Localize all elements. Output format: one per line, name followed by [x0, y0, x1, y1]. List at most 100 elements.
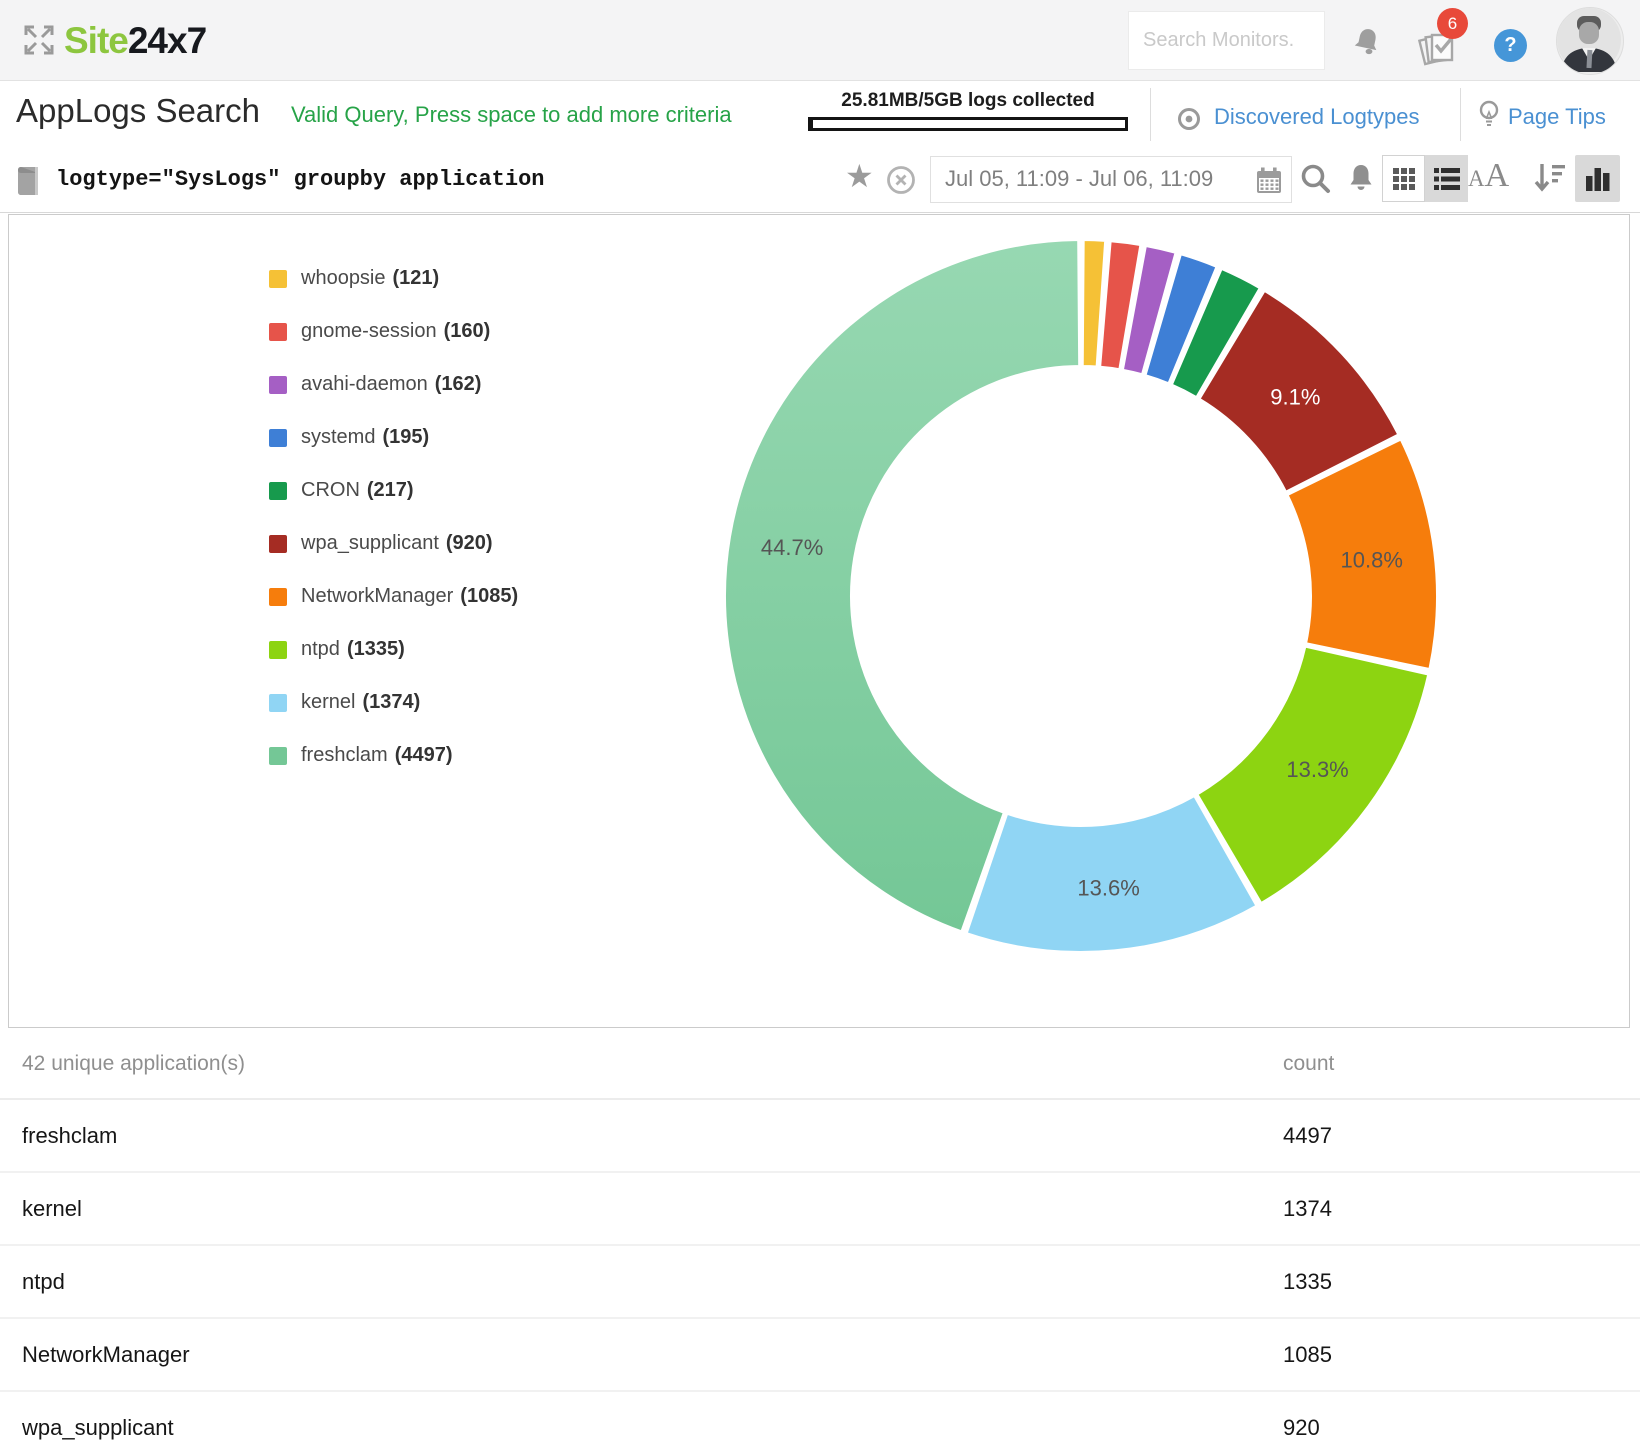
legend-count: (160)	[443, 320, 491, 342]
sort-descending-icon[interactable]	[1533, 162, 1567, 194]
slice-percent-label: 13.6%	[1077, 876, 1139, 901]
view-toggle	[1382, 155, 1468, 202]
slice-percent-label: 13.3%	[1286, 757, 1348, 782]
discovered-logtypes-link[interactable]: Discovered Logtypes	[1214, 104, 1420, 129]
legend-item-ntpd[interactable]: ntpd (1335)	[269, 638, 518, 661]
cell-count: 4497	[1283, 1123, 1332, 1148]
table-header-applications: 42 unique application(s)	[22, 1052, 245, 1075]
legend-label: whoopsie	[301, 267, 386, 289]
date-range-picker[interactable]: Jul 05, 11:09 - Jul 06, 11:09	[930, 156, 1292, 203]
tasks-icon[interactable]	[1418, 30, 1458, 66]
lightbulb-icon	[1477, 99, 1501, 131]
top-navbar: Site24x7 6 ?	[0, 0, 1640, 81]
calendar-icon[interactable]	[1255, 166, 1283, 195]
legend-label: CRON	[301, 479, 360, 501]
table-header-count: count	[1283, 1052, 1335, 1075]
cell-application: NetworkManager	[22, 1342, 190, 1367]
cell-application: kernel	[22, 1196, 82, 1221]
text-size-icon[interactable]: AA	[1468, 157, 1510, 194]
donut-slice-systemd[interactable]	[1144, 253, 1218, 385]
legend-label: ntpd	[301, 638, 340, 660]
clear-query-icon[interactable]	[886, 165, 916, 195]
table-row-ntpd[interactable]: ntpd 1335	[0, 1246, 1640, 1319]
cell-application: freshclam	[22, 1123, 118, 1148]
legend-item-gnome-session[interactable]: gnome-session (160)	[269, 320, 518, 343]
query-input[interactable]: logtype="SysLogs" groupby application	[56, 167, 545, 192]
table-header-row: 42 unique application(s) count	[0, 1028, 1640, 1100]
donut-slice-freshclam[interactable]	[724, 239, 1081, 933]
donut-slice-kernel[interactable]	[965, 795, 1258, 953]
legend-item-CRON[interactable]: CRON (217)	[269, 479, 518, 502]
legend-swatch	[269, 322, 287, 341]
legend-count: (195)	[382, 426, 430, 448]
applications-table: 42 unique application(s) count freshclam…	[0, 1028, 1640, 1450]
logs-usage-progressbar	[808, 117, 1128, 131]
donut-slice-CRON[interactable]	[1170, 267, 1261, 399]
donut-slice-wpa_supplicant[interactable]	[1198, 289, 1400, 493]
grid-view-button[interactable]	[1382, 155, 1425, 202]
notification-count-badge: 6	[1437, 8, 1468, 39]
slice-percent-label: 9.1%	[1270, 384, 1320, 409]
chart-view-button[interactable]	[1575, 155, 1620, 202]
legend-item-kernel[interactable]: kernel (1374)	[269, 691, 518, 714]
legend-item-systemd[interactable]: systemd (195)	[269, 426, 518, 449]
chart-panel: 9.1% 10.8% 13.3% 13.6% 44.7% whoopsie (121) gn…	[8, 214, 1630, 1028]
notifications-bell-icon[interactable]	[1352, 27, 1382, 55]
legend-count: (1335)	[346, 638, 405, 660]
legend-swatch	[269, 534, 287, 553]
page-title: AppLogs Search	[16, 92, 261, 129]
user-avatar[interactable]	[1556, 7, 1624, 75]
donut-slice-whoopsie[interactable]	[1081, 239, 1107, 368]
collapse-icon[interactable]	[24, 25, 54, 55]
table-row-wpa_supplicant[interactable]: wpa_supplicant 920	[0, 1392, 1640, 1450]
legend-item-whoopsie[interactable]: whoopsie (121)	[269, 267, 518, 290]
site24x7-logo: Site24x7	[64, 20, 207, 61]
legend-item-wpa_supplicant[interactable]: wpa_supplicant (920)	[269, 532, 518, 555]
legend-swatch	[269, 481, 287, 500]
legend-label: gnome-session	[301, 320, 437, 342]
cell-count: 1085	[1283, 1342, 1332, 1367]
legend-swatch	[269, 746, 287, 765]
legend-swatch	[269, 587, 287, 606]
table-row-NetworkManager[interactable]: NetworkManager 1085	[0, 1319, 1640, 1392]
legend-swatch	[269, 640, 287, 659]
query-bar: logtype="SysLogs" groupby application ★ …	[0, 148, 1640, 213]
legend-item-freshclam[interactable]: freshclam (4497)	[269, 744, 518, 767]
list-view-button[interactable]	[1425, 155, 1468, 202]
legend-item-NetworkManager[interactable]: NetworkManager (1085)	[269, 585, 518, 608]
cell-application: wpa_supplicant	[22, 1415, 174, 1440]
donut-slice-avahi-daemon[interactable]	[1121, 244, 1177, 376]
saved-queries-book-icon[interactable]	[16, 165, 42, 197]
search-icon[interactable]	[1299, 162, 1333, 196]
legend-swatch	[269, 375, 287, 394]
logs-usage-fill	[811, 120, 813, 128]
table-row-freshclam[interactable]: freshclam 4497	[0, 1100, 1640, 1173]
legend-count: (920)	[445, 532, 493, 554]
logs-usage-text: 25.81MB/5GB logs collected	[841, 90, 1095, 111]
favorite-star-icon[interactable]: ★	[845, 158, 874, 194]
cell-count: 1335	[1283, 1269, 1332, 1294]
alert-bell-icon[interactable]	[1347, 163, 1375, 193]
search-monitors-input[interactable]	[1128, 11, 1325, 70]
legend-label: freshclam	[301, 744, 388, 766]
cell-count: 920	[1283, 1415, 1320, 1440]
divider	[1460, 88, 1461, 141]
page-tips-link[interactable]: Page Tips	[1508, 104, 1606, 129]
legend-swatch	[269, 428, 287, 447]
donut-slice-ntpd[interactable]	[1196, 645, 1430, 904]
legend-count: (162)	[434, 373, 482, 395]
table-row-kernel[interactable]: kernel 1374	[0, 1173, 1640, 1246]
help-button[interactable]: ?	[1494, 29, 1527, 62]
legend-count: (217)	[366, 479, 414, 501]
legend-item-avahi-daemon[interactable]: avahi-daemon (162)	[269, 373, 518, 396]
legend-label: systemd	[301, 426, 376, 448]
donut-slice-NetworkManager[interactable]	[1286, 438, 1438, 671]
donut-slice-gnome-session[interactable]	[1099, 240, 1142, 371]
divider	[1150, 88, 1151, 141]
chart-legend: whoopsie (121) gnome-session (160) avahi-dae…	[269, 267, 518, 797]
legend-label: NetworkManager	[301, 585, 454, 607]
slice-percent-label: 44.7%	[761, 535, 823, 560]
donut-chart: 9.1% 10.8% 13.3% 13.6% 44.7%	[724, 239, 1438, 953]
legend-count: (121)	[392, 267, 440, 289]
legend-label: kernel	[301, 691, 356, 713]
